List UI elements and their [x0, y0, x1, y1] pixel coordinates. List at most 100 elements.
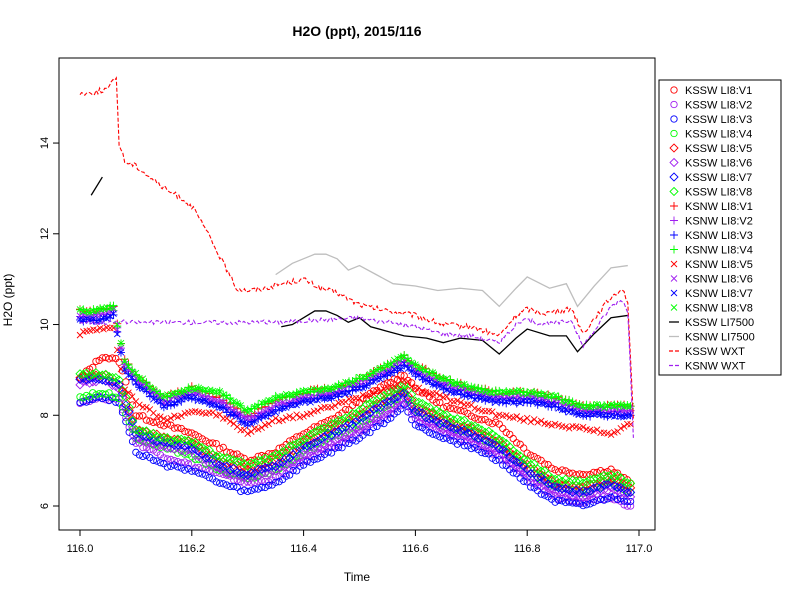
legend-swatch: [669, 172, 679, 182]
data-point: [282, 472, 290, 480]
data-point: [408, 383, 415, 390]
data-point: [293, 401, 300, 409]
data-point: [436, 382, 444, 389]
data-point: [474, 415, 482, 423]
data-point: [436, 392, 444, 399]
data-point: [410, 407, 421, 417]
data-point: [411, 421, 420, 429]
data-point: [93, 307, 101, 315]
data-point: [383, 415, 392, 424]
data-point: [443, 386, 451, 394]
data-point: [341, 406, 350, 414]
chart-title: H2O (ppt), 2015/116: [292, 23, 421, 39]
data-point: [340, 431, 351, 442]
data-point: [209, 439, 217, 447]
data-point: [243, 421, 252, 430]
data-point: [568, 397, 577, 406]
data-point: [264, 455, 274, 465]
data-point: [425, 429, 434, 437]
data-point: [380, 385, 388, 393]
data-point: [139, 375, 147, 383]
data-point: [153, 397, 161, 404]
data-point: [108, 393, 117, 401]
data-point: [331, 402, 339, 409]
legend-entry: KSNW LI8:V3: [670, 230, 753, 242]
data-point: [589, 498, 598, 506]
data-point: [599, 470, 609, 481]
data-point: [561, 467, 570, 475]
data-point: [117, 349, 125, 356]
data-point: [160, 422, 168, 430]
data-point: [379, 390, 389, 401]
data-point: [551, 498, 559, 506]
data-point: [96, 315, 105, 324]
data-point: [428, 407, 438, 417]
legend-entry: KSSW LI8:V4: [670, 129, 752, 141]
data-point: [361, 410, 372, 420]
data-point: [492, 398, 500, 406]
data-point: [274, 458, 284, 468]
data-point: [554, 487, 564, 497]
data-point: [265, 420, 272, 428]
data-point: [547, 473, 557, 483]
data-point: [103, 315, 111, 322]
data-point: [225, 465, 235, 475]
series-line: [275, 253, 628, 308]
data-point: [284, 453, 295, 463]
data-point: [449, 424, 459, 434]
data-point: [372, 395, 382, 405]
data-point: [84, 371, 95, 381]
legend-swatch: [669, 143, 679, 153]
data-point: [100, 325, 107, 333]
data-point: [212, 402, 220, 409]
data-point: [211, 451, 221, 461]
data-point: [363, 382, 370, 390]
data-point: [508, 446, 518, 456]
data-point: [244, 408, 252, 416]
data-point: [536, 466, 546, 476]
data-point: [471, 444, 479, 452]
data-point: [298, 435, 309, 445]
legend-entry: KSNW LI8:V4: [670, 245, 753, 257]
data-point: [534, 454, 542, 463]
data-point: [181, 427, 189, 436]
data-point: [139, 452, 147, 461]
data-point: [338, 381, 346, 389]
data-point: [407, 401, 417, 411]
x-axis-label: Time: [344, 570, 371, 584]
data-point: [352, 398, 360, 407]
series-2: [76, 393, 635, 510]
data-point: [292, 467, 301, 475]
data-point: [257, 455, 267, 466]
legend-entry: KSSW LI8:V1: [670, 85, 752, 97]
data-point: [187, 444, 197, 454]
data-point: [174, 424, 182, 432]
data-point: [551, 392, 559, 399]
data-point: [237, 402, 245, 409]
data-point: [121, 358, 129, 365]
legend-entry: KSNW LI8:V1: [670, 201, 753, 213]
data-point: [152, 441, 162, 452]
data-point: [184, 460, 192, 468]
data-point: [554, 483, 564, 493]
data-point: [368, 413, 379, 424]
data-point: [246, 468, 256, 478]
data-point: [340, 418, 351, 428]
data-point: [625, 478, 636, 488]
data-point: [597, 403, 604, 410]
data-point: [184, 386, 192, 394]
data-point: [485, 418, 493, 426]
data-point: [509, 399, 517, 406]
data-point: [408, 362, 415, 369]
data-point: [191, 467, 199, 475]
data-point: [94, 374, 104, 384]
data-point: [361, 399, 372, 410]
data-point: [337, 432, 347, 442]
data-point: [333, 426, 344, 437]
data-point: [541, 400, 548, 408]
data-point: [382, 396, 393, 407]
data-point: [551, 466, 559, 474]
data-point: [337, 423, 347, 434]
data-point: [106, 312, 114, 320]
legend-swatch: [670, 100, 678, 109]
